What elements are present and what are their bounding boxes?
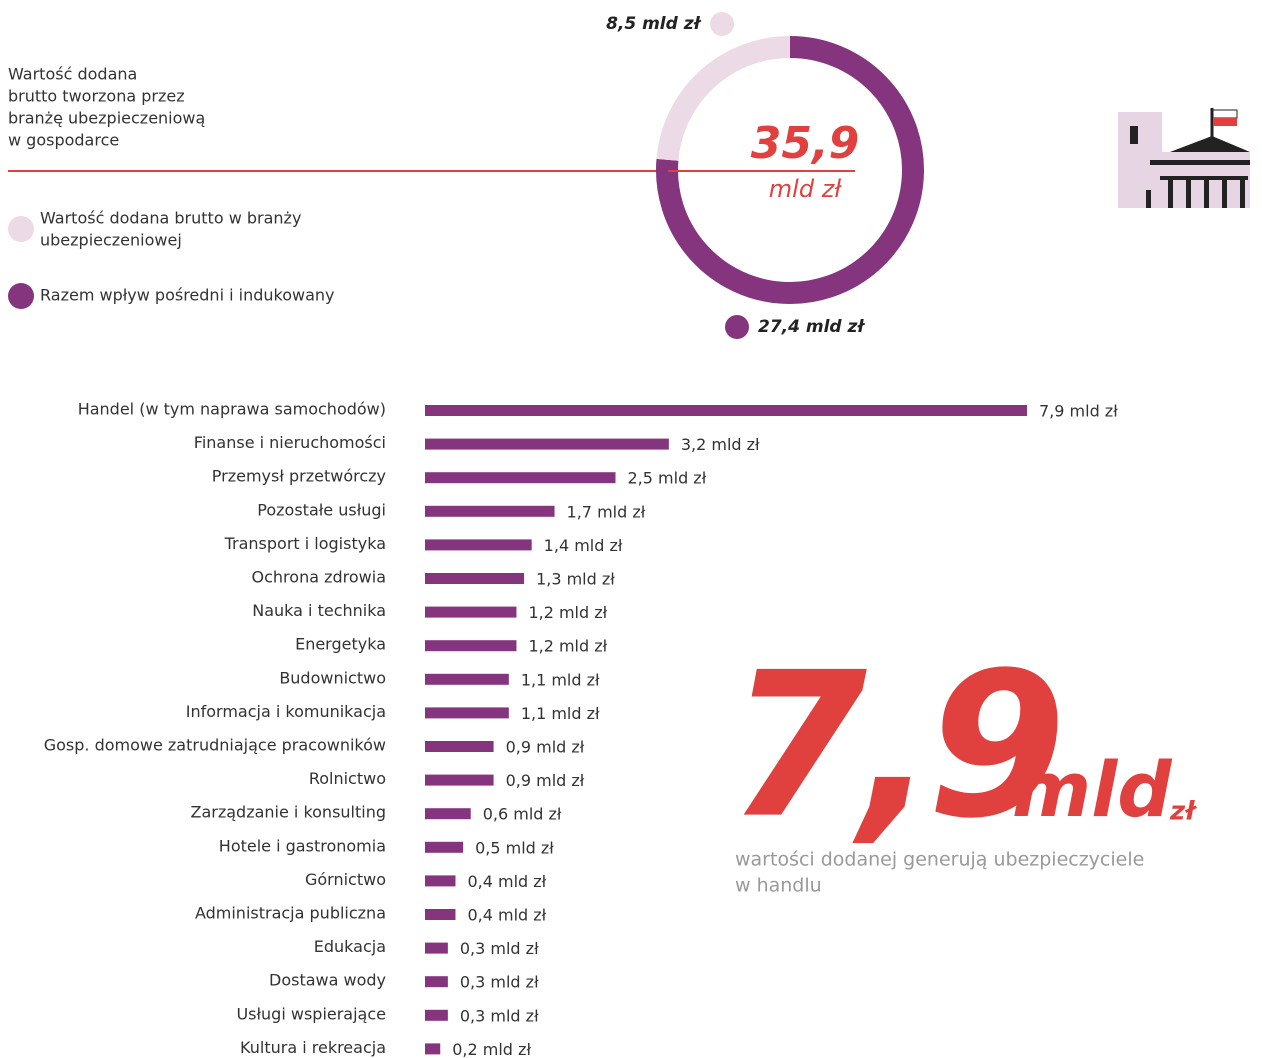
callout-unit: mld	[1012, 745, 1173, 834]
value-label: 1,1 mld zł	[521, 704, 600, 723]
callout-text: wartości dodanej generują ubezpieczyciel…	[735, 849, 1144, 871]
value-label: 1,2 mld zł	[528, 637, 607, 656]
bar	[425, 741, 494, 752]
chart-title: branżę ubezpieczeniową	[8, 109, 205, 128]
legend-label: Razem wpływ pośredni i indukowany	[40, 286, 335, 305]
value-label: 1,2 mld zł	[528, 603, 607, 622]
category-label: Gosp. domowe zatrudniające pracowników	[44, 736, 386, 755]
value-label: 0,3 mld zł	[460, 973, 539, 992]
value-label: 7,9 mld zł	[1039, 402, 1118, 421]
category-label: Finanse i nieruchomości	[194, 433, 386, 452]
value-label: 0,3 mld zł	[460, 939, 539, 958]
value-label: 0,4 mld zł	[467, 872, 546, 891]
bar	[425, 438, 669, 450]
value-label: 1,4 mld zł	[544, 536, 623, 555]
total-value: 35,9	[751, 118, 860, 169]
category-label: Usługi wspierające	[236, 1004, 386, 1023]
legend-label: Wartość dodana brutto w branży	[40, 209, 301, 228]
category-label: Handel (w tym naprawa samochodów)	[78, 400, 386, 419]
bar	[425, 909, 456, 920]
bar	[425, 1009, 448, 1021]
category-label: Pozostałe usługi	[257, 500, 386, 519]
bar	[425, 606, 517, 618]
value-label: 3,2 mld zł	[681, 435, 760, 454]
category-label: Rolnictwo	[309, 769, 386, 788]
legend-swatch	[8, 216, 34, 242]
bar	[425, 875, 456, 887]
bar	[425, 640, 517, 652]
total-unit: mld zł	[769, 175, 843, 203]
callout-text: w handlu	[735, 875, 822, 897]
category-label: Administracja publiczna	[195, 904, 386, 923]
bar	[425, 942, 448, 954]
category-label: Przemysł przetwórczy	[212, 467, 386, 486]
label-dot	[725, 315, 749, 339]
value-label: 0,5 mld zł	[475, 838, 554, 857]
value-label: 0,9 mld zł	[506, 771, 585, 790]
building-icon	[1118, 108, 1250, 208]
value-label: 1,7 mld zł	[567, 502, 646, 521]
category-label: Budownictwo	[279, 668, 386, 687]
bar	[425, 808, 471, 820]
bar	[425, 1043, 441, 1055]
category-label: Transport i logistyka	[224, 534, 386, 553]
bar	[425, 573, 525, 584]
callout-value: 7,9	[728, 630, 1058, 863]
value-label: 0,9 mld zł	[506, 738, 585, 757]
value-label: 0,4 mld zł	[467, 906, 546, 925]
category-label: Energetyka	[295, 635, 386, 654]
category-label: Edukacja	[314, 937, 386, 956]
value-label: 1,3 mld zł	[536, 570, 615, 589]
value-label: 1,1 mld zł	[521, 670, 600, 689]
chart-title: brutto tworzona przez	[8, 87, 185, 106]
bar	[425, 472, 616, 484]
donut-segment	[656, 36, 791, 161]
category-label: Nauka i technika	[252, 601, 386, 620]
value-label: 0,2 mld zł	[452, 1040, 531, 1058]
bar	[425, 841, 464, 853]
category-label: Hotele i gastronomia	[219, 836, 386, 855]
bar	[425, 405, 1027, 416]
callout-currency: zł	[1169, 797, 1197, 827]
donut-segment	[656, 36, 924, 304]
donut-value-label: 8,5 mld zł	[606, 14, 702, 34]
label-dot	[710, 12, 734, 36]
chart-title: w gospodarce	[8, 131, 119, 150]
value-label: 0,3 mld zł	[460, 1006, 539, 1025]
bar	[425, 673, 509, 685]
chart-title: Wartość dodana	[8, 65, 137, 84]
legend-swatch	[8, 283, 34, 309]
bar	[425, 505, 555, 517]
category-label: Zarządzanie i konsulting	[190, 803, 386, 822]
value-label: 0,6 mld zł	[483, 805, 562, 824]
legend-label: ubezpieczeniowej	[40, 231, 182, 250]
bar	[425, 774, 494, 786]
category-label: Ochrona zdrowia	[252, 568, 386, 587]
bar	[425, 976, 448, 988]
category-label: Dostawa wody	[269, 971, 386, 990]
category-label: Górnictwo	[305, 870, 386, 889]
value-label: 2,5 mld zł	[628, 469, 707, 488]
donut-value-label: 27,4 mld zł	[758, 317, 865, 337]
bar	[425, 539, 532, 551]
bar	[425, 707, 509, 719]
category-label: Informacja i komunikacja	[186, 702, 386, 721]
category-label: Kultura i rekreacja	[240, 1038, 386, 1057]
